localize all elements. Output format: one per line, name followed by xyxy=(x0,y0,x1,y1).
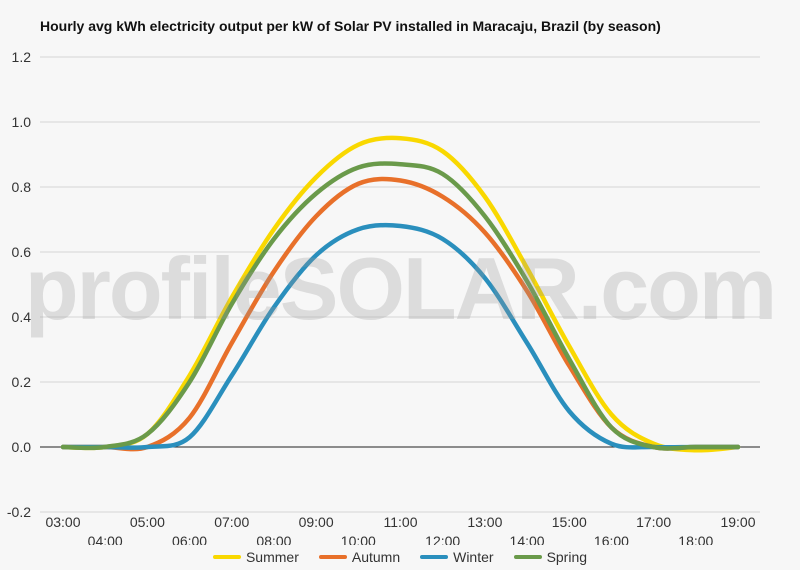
x-tick-label: 05:00 xyxy=(130,514,165,530)
legend-label: Spring xyxy=(546,549,588,565)
x-tick-label: 08:00 xyxy=(256,533,291,545)
y-tick-label: 1.0 xyxy=(12,114,32,130)
x-tick-label: 17:00 xyxy=(636,514,671,530)
x-tick-label: 04:00 xyxy=(88,533,123,545)
legend-label: Autumn xyxy=(351,549,401,565)
y-tick-label: -0.2 xyxy=(7,504,31,520)
x-tick-label: 10:00 xyxy=(341,533,376,545)
x-tick-label: 12:00 xyxy=(425,533,460,545)
legend-item-spring: Spring xyxy=(513,549,588,565)
y-tick-label: 0.2 xyxy=(12,374,32,390)
x-tick-label: 03:00 xyxy=(45,514,80,530)
chart-title: Hourly avg kWh electricity output per kW… xyxy=(40,18,661,34)
legend-swatch xyxy=(212,555,241,559)
legend-item-autumn: Autumn xyxy=(318,549,401,565)
x-tick-label: 07:00 xyxy=(214,514,249,530)
legend-item-summer: Summer xyxy=(212,549,299,565)
x-tick-label: 09:00 xyxy=(299,514,334,530)
y-tick-label: 0.0 xyxy=(12,439,32,455)
x-tick-label: 15:00 xyxy=(552,514,587,530)
legend: Summer Autumn Winter Spring xyxy=(0,549,800,565)
x-tick-label: 18:00 xyxy=(678,533,713,545)
x-tick-label: 06:00 xyxy=(172,533,207,545)
line-chart: -0.2 0.0 0.2 0.4 0.6 0.8 1.0 1.2 03:00 04:00 05:00… xyxy=(7,49,760,545)
series-line-winter xyxy=(60,222,741,450)
x-tick-label: 13:00 xyxy=(467,514,502,530)
legend-swatch xyxy=(420,555,449,559)
series-line-spring xyxy=(60,161,741,451)
y-tick-label: 0.4 xyxy=(12,309,32,325)
x-tick-label: 19:00 xyxy=(720,514,755,530)
x-tick-label: 11:00 xyxy=(384,514,418,530)
legend-label: Winter xyxy=(453,549,494,565)
y-tick-label: 1.2 xyxy=(12,49,32,65)
y-tick-label: 0.6 xyxy=(12,244,32,260)
series-line-summer xyxy=(60,135,741,453)
legend-swatch xyxy=(513,555,542,559)
x-tick-label: 16:00 xyxy=(594,533,629,545)
legend-label: Summer xyxy=(245,549,299,565)
y-tick-label: 0.8 xyxy=(12,179,32,195)
watermark: profileSOLAR.com xyxy=(24,239,777,338)
legend-swatch xyxy=(318,555,347,559)
legend-item-winter: Winter xyxy=(420,549,494,565)
x-tick-label: 14:00 xyxy=(510,533,545,545)
